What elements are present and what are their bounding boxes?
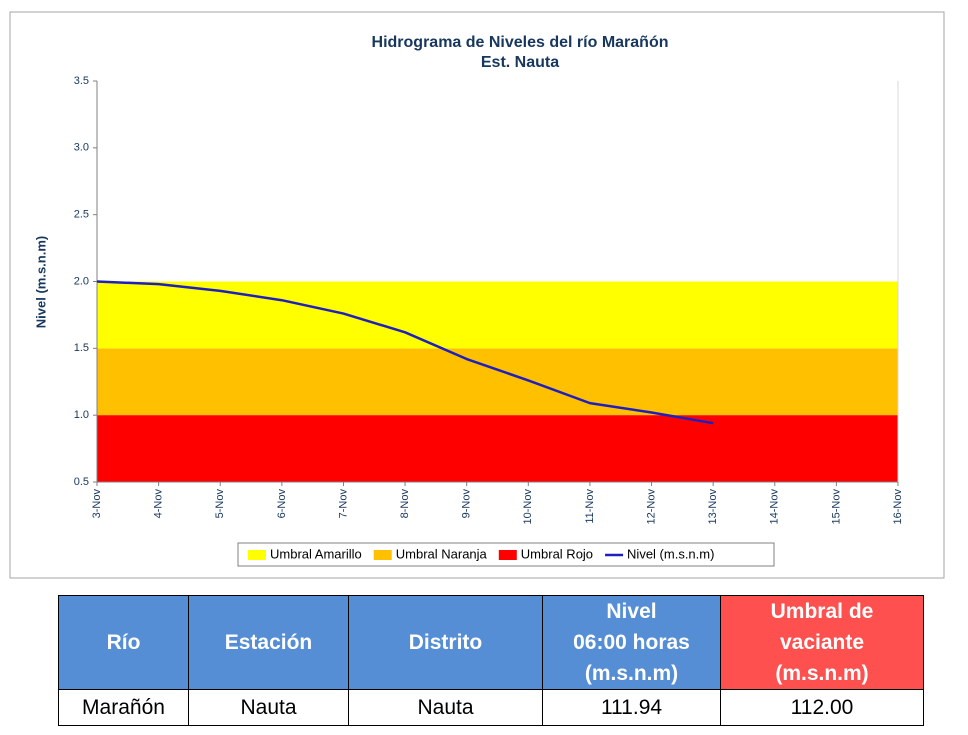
y-tick-label: 1.0 — [74, 409, 89, 421]
data-table: Río Estación Distrito Nivel 06:00 horas (m.… — [58, 595, 924, 726]
y-axis-label: Nivel (m.s.n.m) — [33, 236, 48, 328]
legend-swatch — [373, 550, 392, 560]
chart: Hidrograma de Niveles del río Marañón Es… — [9, 11, 945, 579]
threshold-area — [97, 348, 898, 416]
data-cell: Nauta — [188, 689, 349, 726]
x-tick-label: 16-Nov — [892, 489, 904, 525]
legend-label: Nivel (m.s.n.m) — [627, 546, 714, 561]
data-cell: 112.00 — [720, 689, 924, 726]
x-tick-label: 12-Nov — [645, 489, 657, 525]
data-cell: 111.94 — [542, 689, 721, 726]
y-tick-label: 2.0 — [74, 275, 89, 287]
legend-label: Umbral Naranja — [396, 546, 488, 561]
y-tick-label: 3.5 — [74, 75, 89, 87]
chart-subtitle: Est. Nauta — [481, 54, 559, 71]
header-row: Río Estación Distrito Nivel 06:00 horas (m.… — [58, 595, 924, 690]
x-tick-label: 8-Nov — [399, 489, 411, 519]
header-cell: Estación — [188, 595, 349, 690]
x-tick-label: 13-Nov — [707, 489, 719, 525]
chart-layer: 0.5 1.0 1.5 2.0 2.5 3.0 3.5 3-Nov 4-Nov 5-Nov 6-No… — [74, 75, 904, 567]
data-cell: Nauta — [348, 689, 543, 726]
chart-title: Hidrograma de Niveles del río Marañón — [372, 34, 669, 51]
x-tick-label: 9-Nov — [461, 489, 473, 519]
x-tick-label: 10-Nov — [522, 489, 534, 525]
header-cell: Río — [58, 595, 189, 690]
x-tick-label: 11-Nov — [584, 489, 596, 524]
y-tick-label: 1.5 — [74, 342, 89, 354]
y-tick-label: 2.5 — [74, 209, 89, 221]
legend-swatch — [498, 550, 517, 560]
x-tick-label: 3-Nov — [91, 489, 103, 519]
x-tick-label: 5-Nov — [214, 489, 226, 519]
y-tick-label: 3.0 — [74, 142, 89, 154]
y-tick-label: 0.5 — [74, 476, 89, 488]
x-tick-label: 15-Nov — [830, 489, 842, 525]
x-tick-label: 6-Nov — [276, 489, 288, 519]
header-cell: Nivel 06:00 horas (m.s.n.m) — [542, 595, 721, 690]
threshold-area — [97, 281, 898, 349]
x-tick-label: 4-Nov — [153, 489, 165, 519]
header-cell: Distrito — [348, 595, 543, 690]
legend-label: Umbral Amarillo — [270, 546, 362, 561]
area-layer — [97, 281, 898, 482]
data-cell: Marañón — [58, 689, 189, 726]
level-line — [96, 280, 714, 425]
x-tick-label: 14-Nov — [769, 489, 781, 525]
threshold-area — [97, 415, 898, 482]
data-row: Marañón Nauta Nauta 111.94 112.00 — [58, 689, 924, 726]
x-tick-label: 7-Nov — [337, 489, 349, 519]
legend-label: Umbral Rojo — [521, 546, 593, 561]
header-cell: Umbral de vaciante (m.s.n.m) — [720, 595, 924, 690]
legend-swatch — [248, 550, 266, 560]
